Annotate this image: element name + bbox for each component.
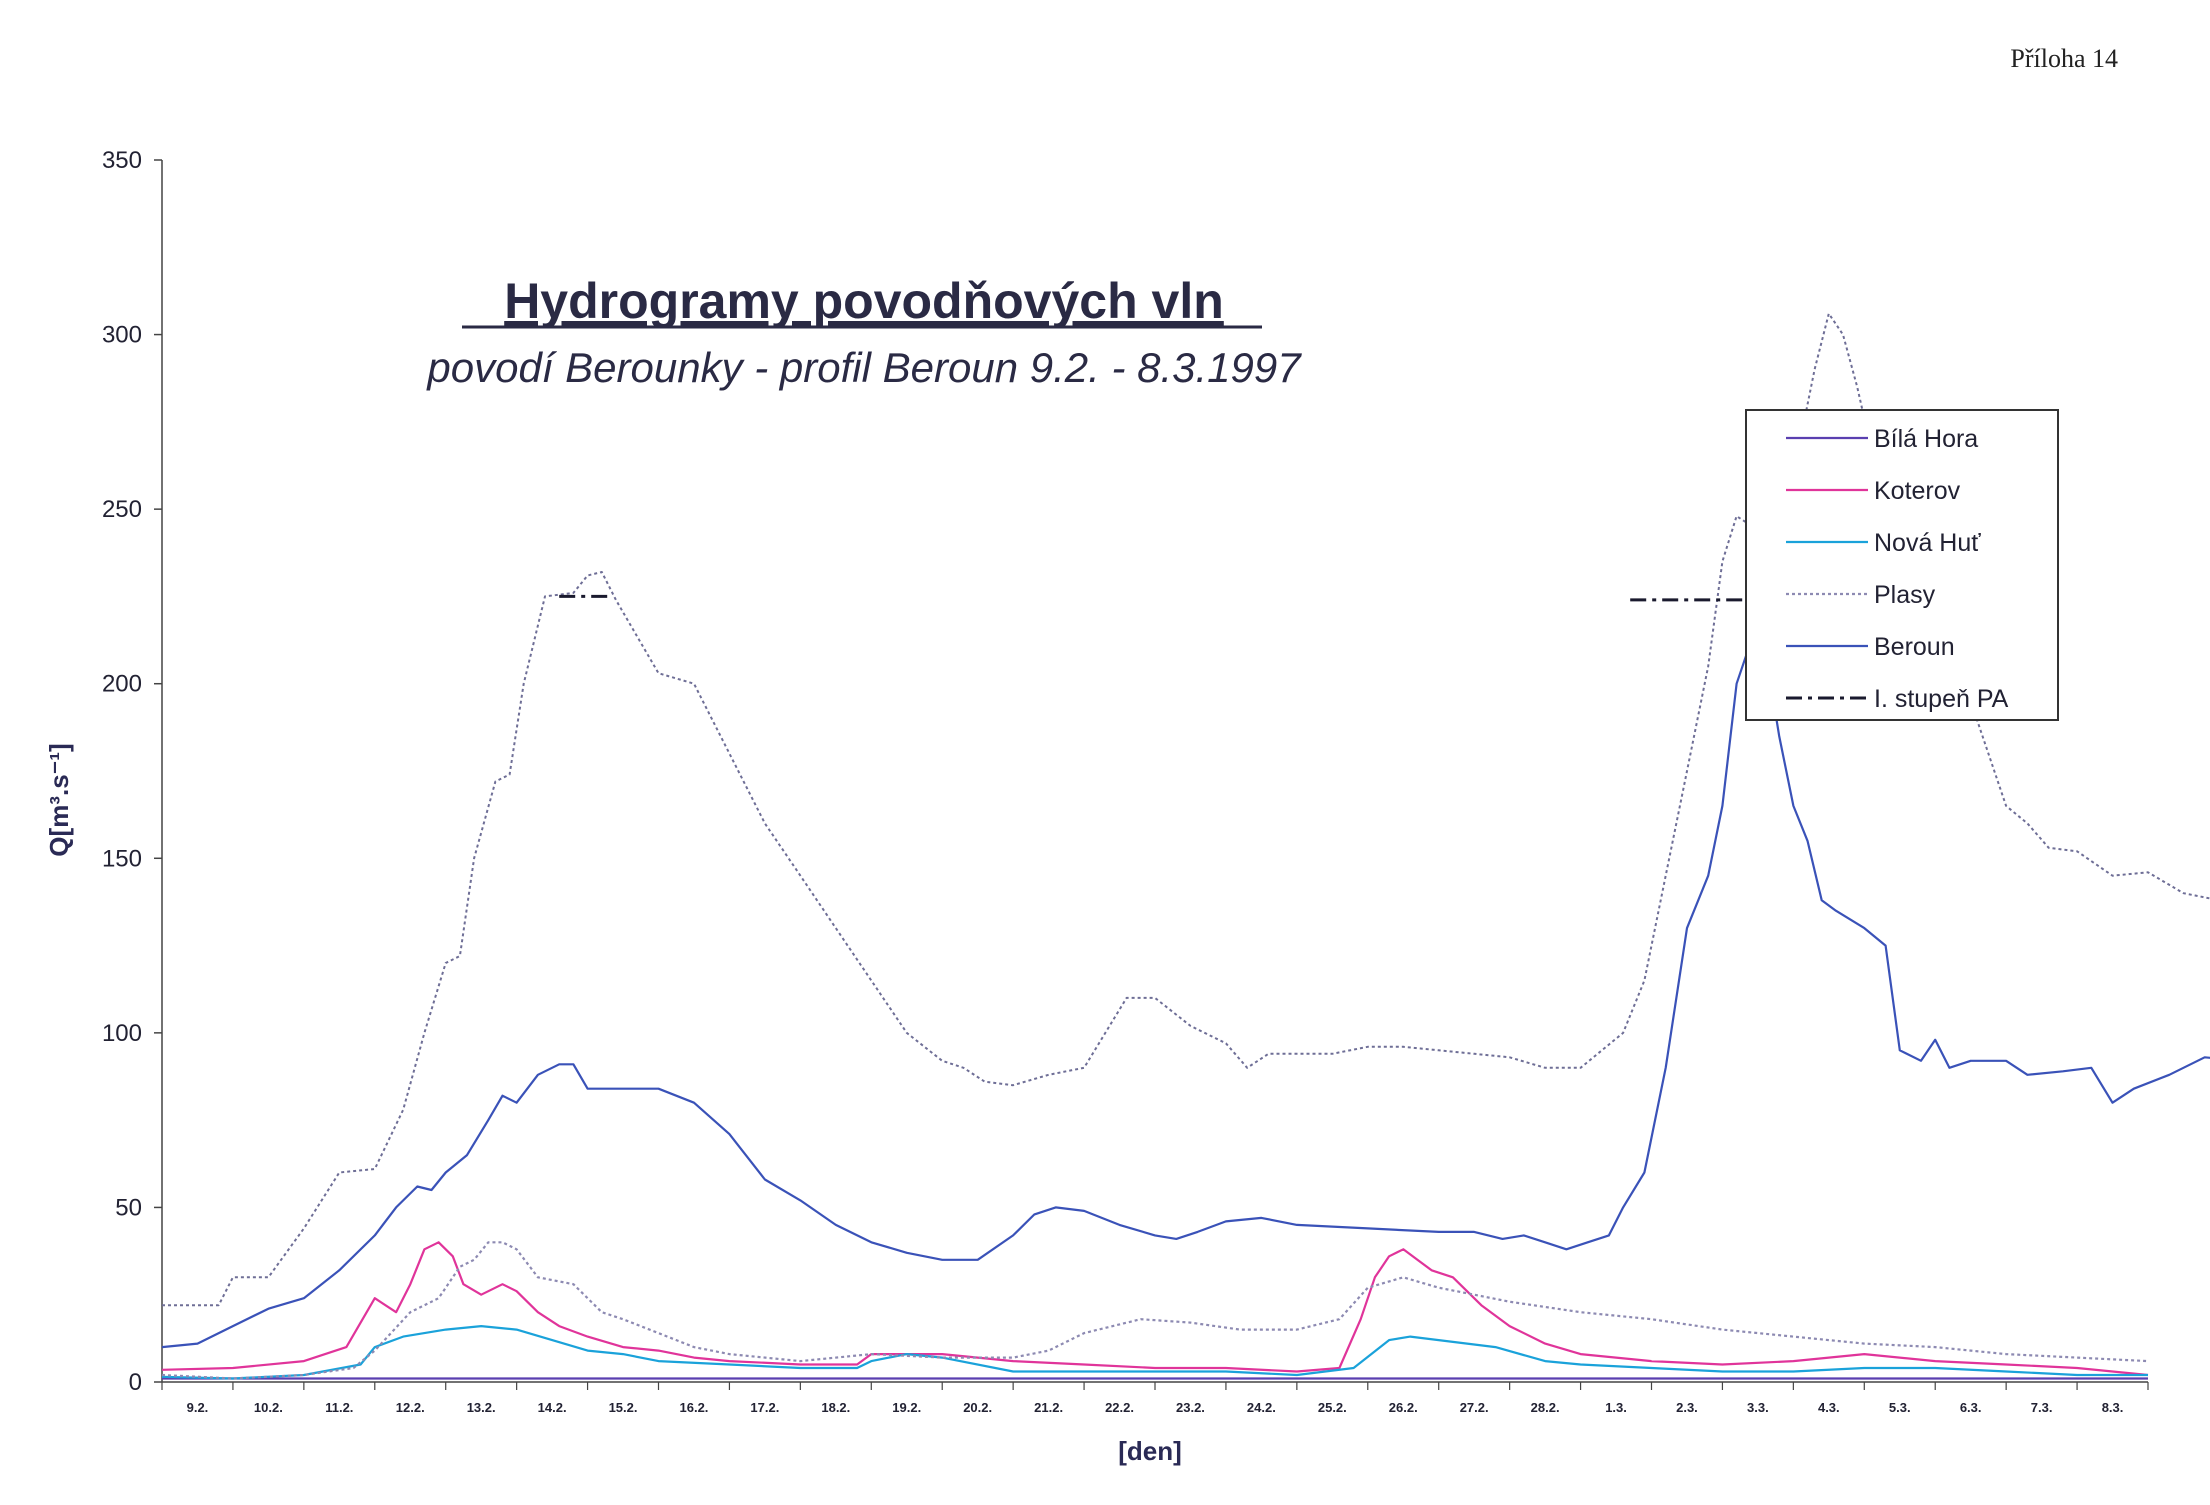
series-line-beroun-upper — [162, 312, 2210, 1307]
x-tick-label: 26.2. — [1389, 1400, 1418, 1415]
y-tick-label: 100 — [102, 1020, 142, 1047]
x-axis-label: [den] — [1118, 1436, 1182, 1466]
x-tick-label: 18.2. — [821, 1400, 850, 1415]
plot-area — [161, 312, 2210, 1380]
x-tick-label: 24.2. — [1247, 1400, 1276, 1415]
x-tick-label: 10.2. — [254, 1400, 283, 1415]
x-tick-label: 13.2. — [467, 1400, 496, 1415]
y-tick-label: 0 — [129, 1369, 142, 1396]
x-tick-label: 27.2. — [1460, 1400, 1489, 1415]
series-line-koterov — [161, 1241, 2149, 1377]
x-tick-label: 4.3. — [1818, 1400, 1840, 1415]
x-tick-label: 14.2. — [538, 1400, 567, 1415]
y-tick-label: 200 — [102, 671, 142, 698]
chart-title: Hydrogramy povodňových vln — [504, 273, 1224, 329]
x-tick-label: 8.3. — [2102, 1400, 2124, 1415]
page-label: Příloha 14 — [2010, 44, 2118, 73]
y-tick-label: 150 — [102, 845, 142, 872]
legend-label: Beroun — [1874, 633, 1955, 661]
x-tick-label: 12.2. — [396, 1400, 425, 1415]
y-axis-label: Q[m³.s⁻¹] — [44, 743, 74, 856]
x-tick-label: 23.2. — [1176, 1400, 1205, 1415]
legend-label: Koterov — [1874, 477, 1961, 505]
legend-label: Bílá Hora — [1874, 425, 1978, 453]
x-tick-label: 15.2. — [609, 1400, 638, 1415]
x-tick-label: 11.2. — [325, 1400, 353, 1415]
x-tick-label: 6.3. — [1960, 1400, 1982, 1415]
y-tick-label: 300 — [102, 322, 142, 349]
x-tick-label: 1.3. — [1605, 1400, 1627, 1415]
x-tick-label: 19.2. — [892, 1400, 921, 1415]
legend-label: Plasy — [1874, 581, 1936, 609]
chart-subtitle: povodí Berounky - profil Beroun 9.2. - 8… — [425, 344, 1302, 391]
series-line-nov-hu- — [161, 1325, 2148, 1380]
x-tick-label: 20.2. — [963, 1400, 992, 1415]
series-line-beroun — [161, 640, 2210, 1349]
legend: Bílá Hora Koterov Nová Huť Plasy Beroun I. st… — [1745, 409, 2059, 721]
legend-box — [1745, 409, 2059, 721]
x-tick-label: 25.2. — [1318, 1400, 1347, 1415]
x-tick-label: 17.2. — [750, 1400, 779, 1415]
x-tick-label: 7.3. — [2031, 1400, 2053, 1415]
x-tick-label: 16.2. — [680, 1400, 709, 1415]
series-line-plasy — [161, 1241, 2149, 1380]
x-tick-label: 2.3. — [1676, 1400, 1698, 1415]
x-tick-label: 5.3. — [1889, 1400, 1911, 1415]
x-tick-label: 28.2. — [1531, 1400, 1560, 1415]
x-tick-label: 21.2. — [1034, 1400, 1063, 1415]
x-tick-label: 22.2. — [1105, 1400, 1134, 1415]
y-tick-label: 350 — [102, 147, 142, 174]
axes: 0 50 100 150 200 250 300 350 9.2. 10.2. 11.2. 12.2.… — [102, 147, 2149, 1415]
legend-label: Nová Huť — [1874, 529, 1981, 557]
y-tick-label: 50 — [115, 1194, 142, 1221]
x-tick-label: 3.3. — [1747, 1400, 1769, 1415]
y-tick-label: 250 — [102, 496, 142, 523]
legend-label: I. stupeň PA — [1874, 685, 2009, 713]
x-tick-label: 9.2. — [187, 1400, 209, 1415]
